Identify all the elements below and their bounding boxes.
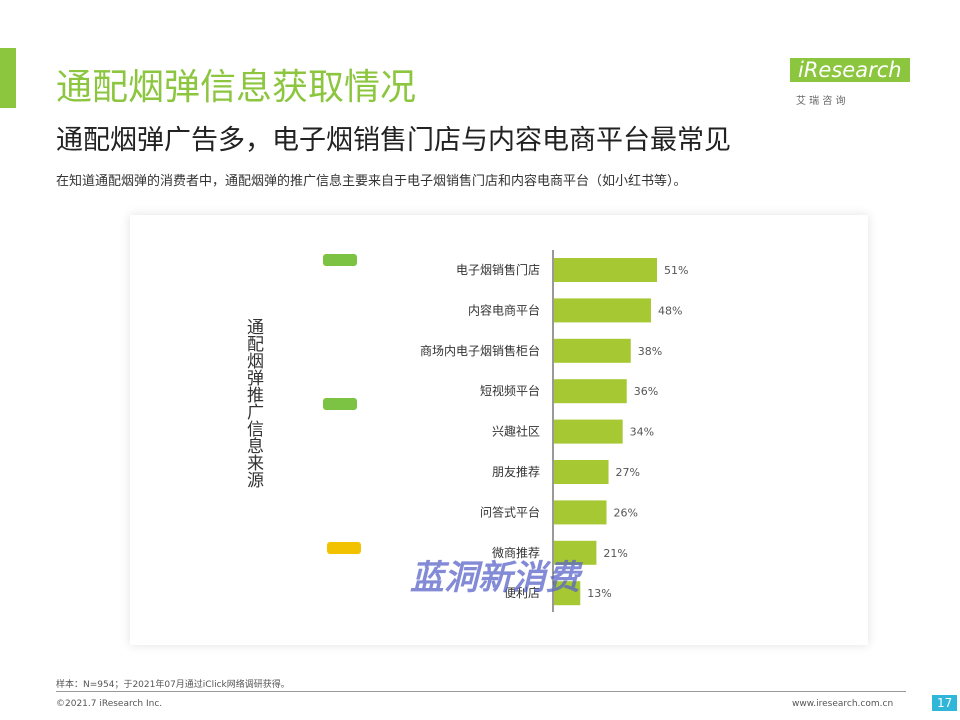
bar: [554, 298, 651, 323]
value-label: 26%: [614, 506, 638, 519]
bar: [554, 581, 581, 606]
value-label: 51%: [664, 264, 688, 277]
subtitle: 通配烟弹广告多，电子烟销售门店与内容电商平台最常见: [56, 125, 731, 156]
category-label: 内容电商平台: [468, 302, 540, 317]
category-label: 问答式平台: [480, 504, 540, 519]
logo: iResearch: [790, 58, 910, 82]
bar: [554, 379, 627, 404]
category-label: 商场内电子烟销售柜台: [420, 343, 540, 358]
page-number: 17: [932, 695, 958, 711]
value-label: 36%: [634, 385, 658, 398]
accent-bar: [0, 48, 16, 108]
deco-pill: [323, 398, 357, 410]
bar: [554, 540, 597, 565]
y-label: 通配烟弹推广信息来源: [243, 318, 263, 488]
value-label: 48%: [658, 304, 682, 317]
category-label: 兴趣社区: [492, 424, 540, 439]
value-label: 21%: [603, 547, 627, 560]
category-label: 电子烟销售门店: [456, 262, 540, 277]
value-label: 38%: [638, 345, 662, 358]
category-label: 微商推荐: [492, 545, 540, 560]
value-label: 34%: [630, 426, 654, 439]
deco-pill: [323, 254, 357, 266]
chart-panel: [130, 215, 868, 645]
category-label: 便利店: [504, 586, 540, 600]
url: www.iresearch.com.cn: [792, 699, 894, 709]
description: 在知道通配烟弹的消费者中，通配烟弹的推广信息主要来自于电子烟销售门店和内容电商平…: [56, 174, 687, 189]
category-label: 朋友推荐: [492, 465, 540, 479]
note: 样本：N=954；于2021年07月通过iClick网络调研获得。: [56, 680, 290, 690]
bar: [554, 460, 609, 484]
copyright: ©2021.7 iResearch Inc.: [56, 699, 163, 709]
value-label: 27%: [616, 466, 640, 479]
title: 通配烟弹信息获取情况: [56, 67, 417, 108]
logo-cn: 艾 瑞 咨 询: [796, 96, 846, 107]
value-label: 13%: [587, 587, 611, 600]
bar: [554, 500, 607, 525]
footer-rule: [56, 691, 906, 692]
bar: [554, 338, 631, 363]
watermark: 蓝洞新消费: [410, 558, 580, 598]
category-label: 短视频平台: [480, 383, 540, 398]
bar: [554, 258, 658, 282]
deco-pill: [327, 542, 361, 554]
bar: [554, 419, 623, 444]
